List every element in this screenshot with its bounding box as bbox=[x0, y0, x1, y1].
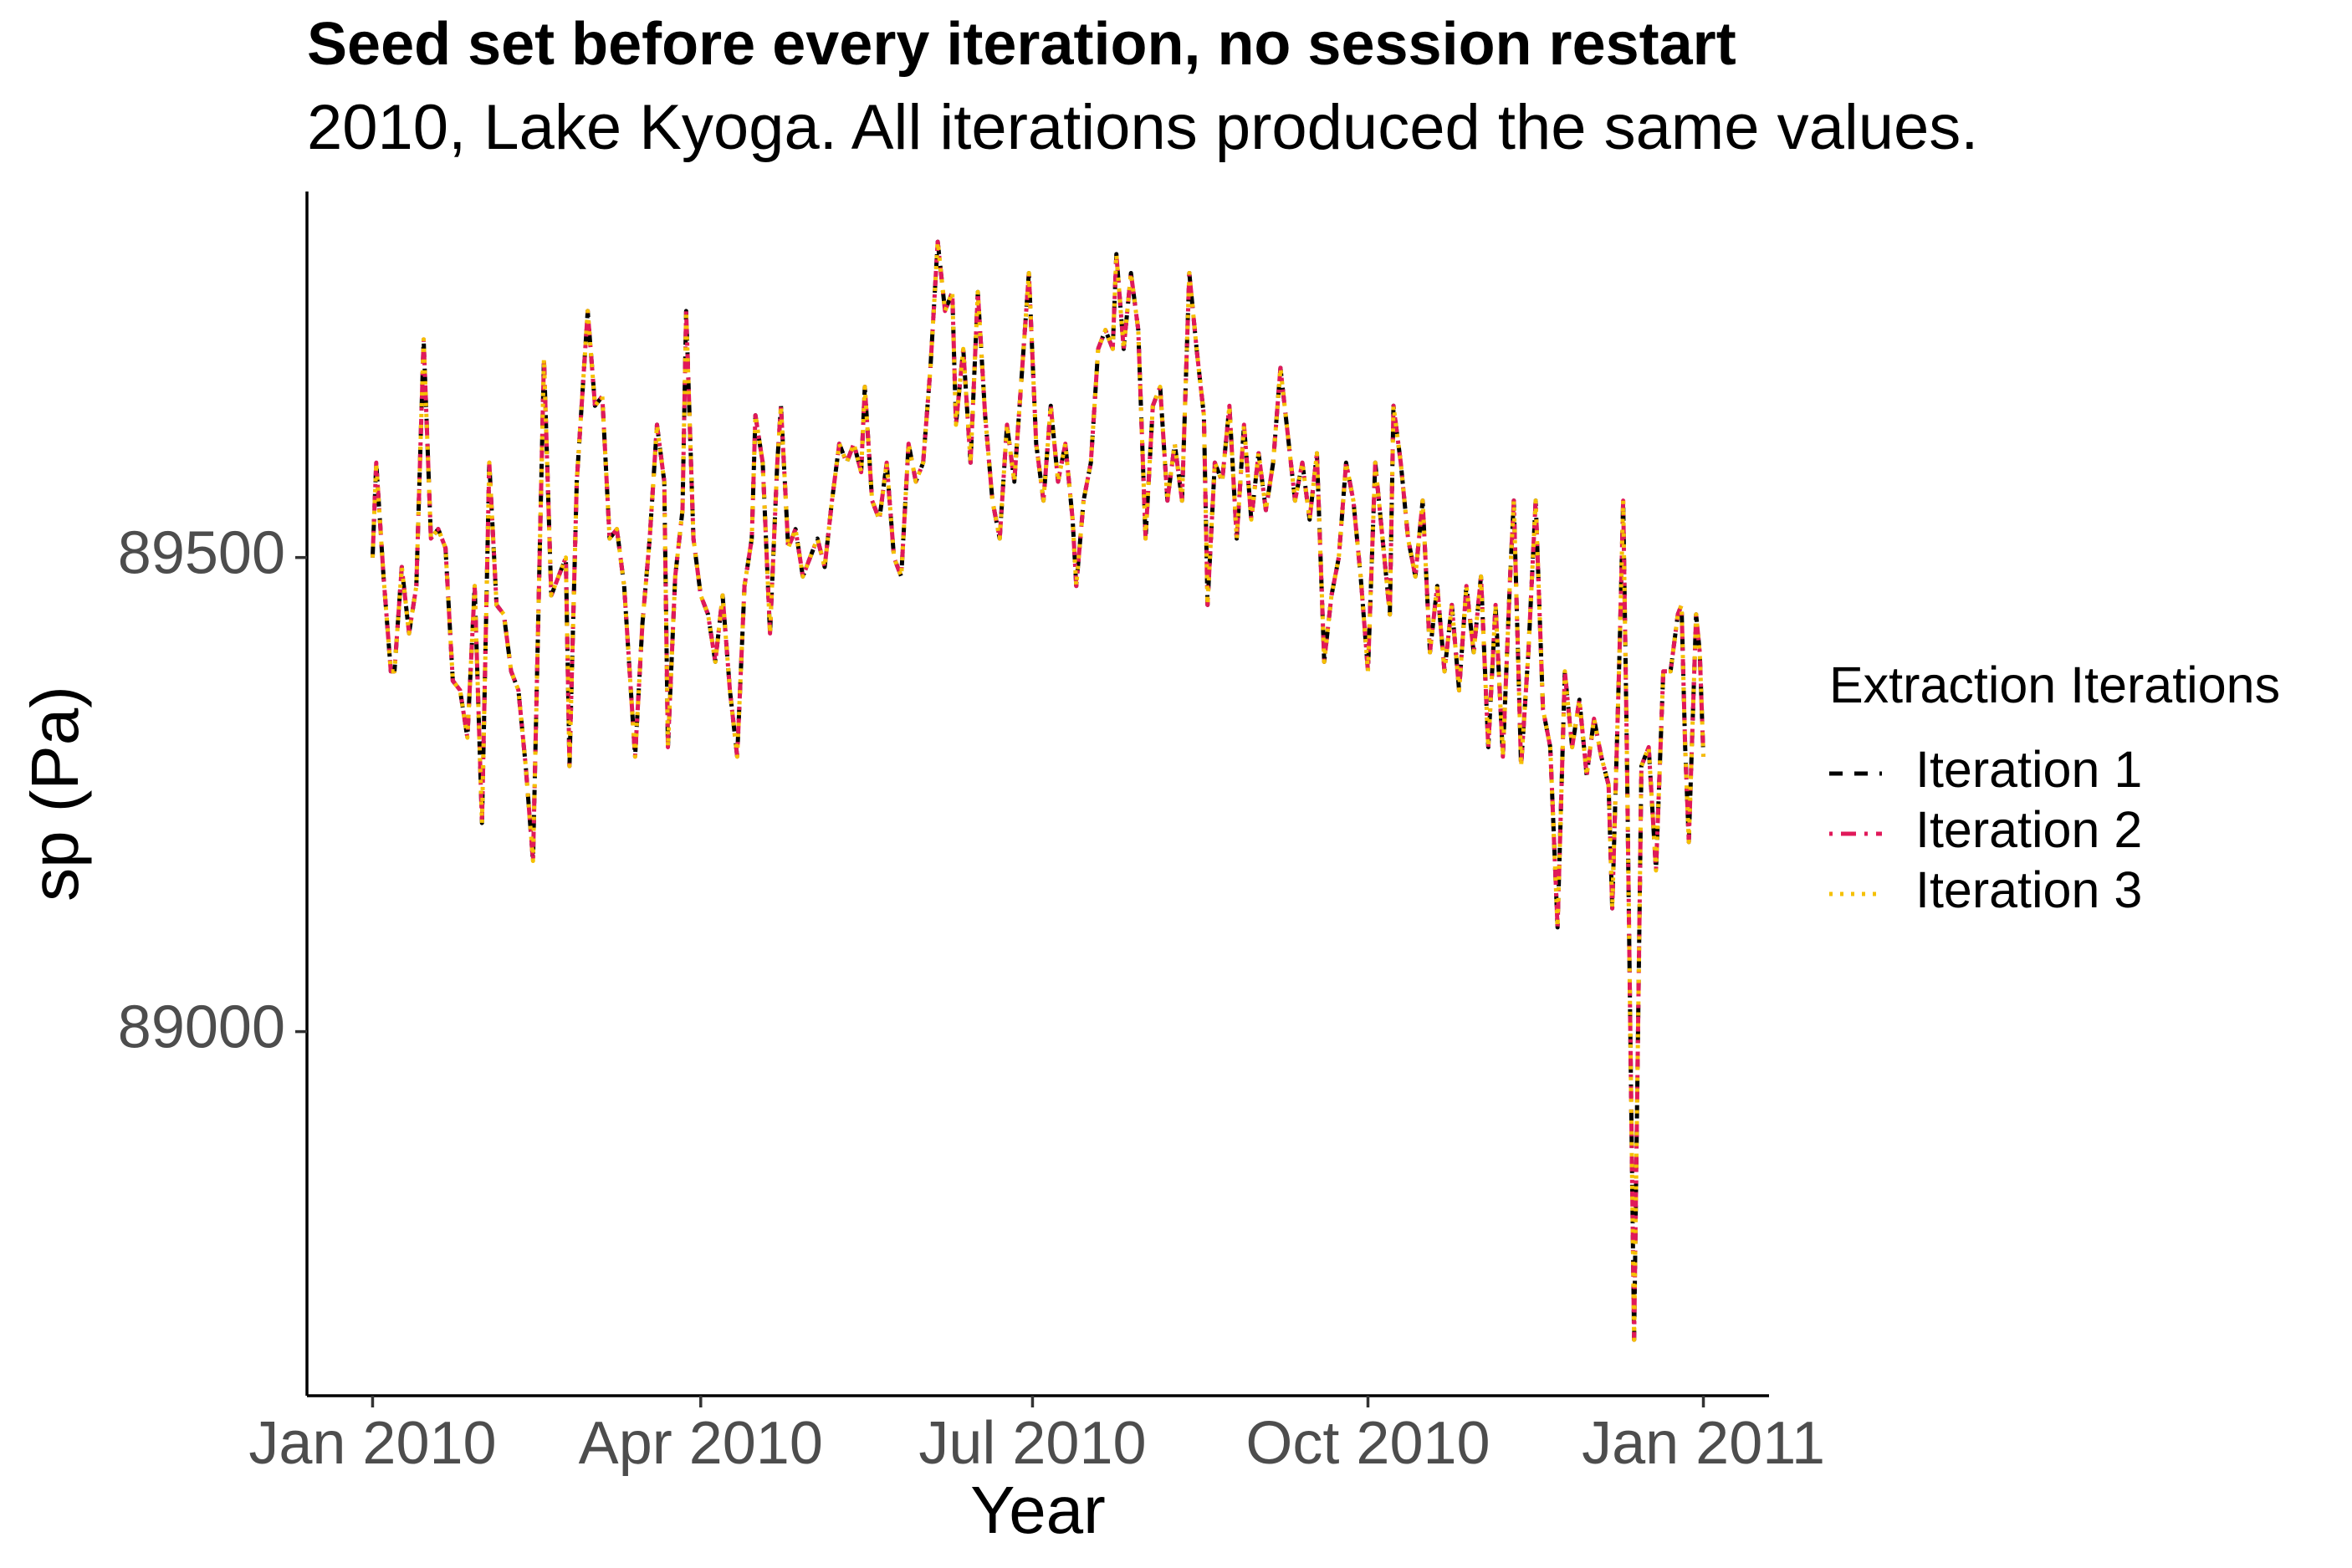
legend-label: Iteration 2 bbox=[1915, 801, 2142, 858]
x-axis-label: Year bbox=[970, 1473, 1106, 1547]
y-tick-label: 89500 bbox=[118, 520, 285, 587]
x-tick-label: Jul 2010 bbox=[918, 1410, 1146, 1477]
y-tick-label: 89000 bbox=[118, 994, 285, 1061]
chart-title: Seed set before every iteration, no sess… bbox=[307, 11, 1736, 78]
chart-subtitle: 2010, Lake Kyoga. All iterations produce… bbox=[307, 92, 1978, 163]
x-tick-label: Apr 2010 bbox=[579, 1410, 823, 1477]
x-tick-label: Jan 2010 bbox=[248, 1410, 496, 1477]
y-axis-label: sp (Pa) bbox=[18, 686, 92, 901]
x-tick-label: Oct 2010 bbox=[1245, 1410, 1490, 1477]
legend-label: Iteration 3 bbox=[1915, 861, 2142, 918]
series-line bbox=[370, 239, 1706, 1342]
x-tick-label: Jan 2011 bbox=[1582, 1410, 1825, 1477]
legend-title: Extraction Iterations bbox=[1829, 656, 2280, 713]
legend-label: Iteration 1 bbox=[1915, 741, 2142, 798]
series-line bbox=[370, 239, 1706, 1342]
